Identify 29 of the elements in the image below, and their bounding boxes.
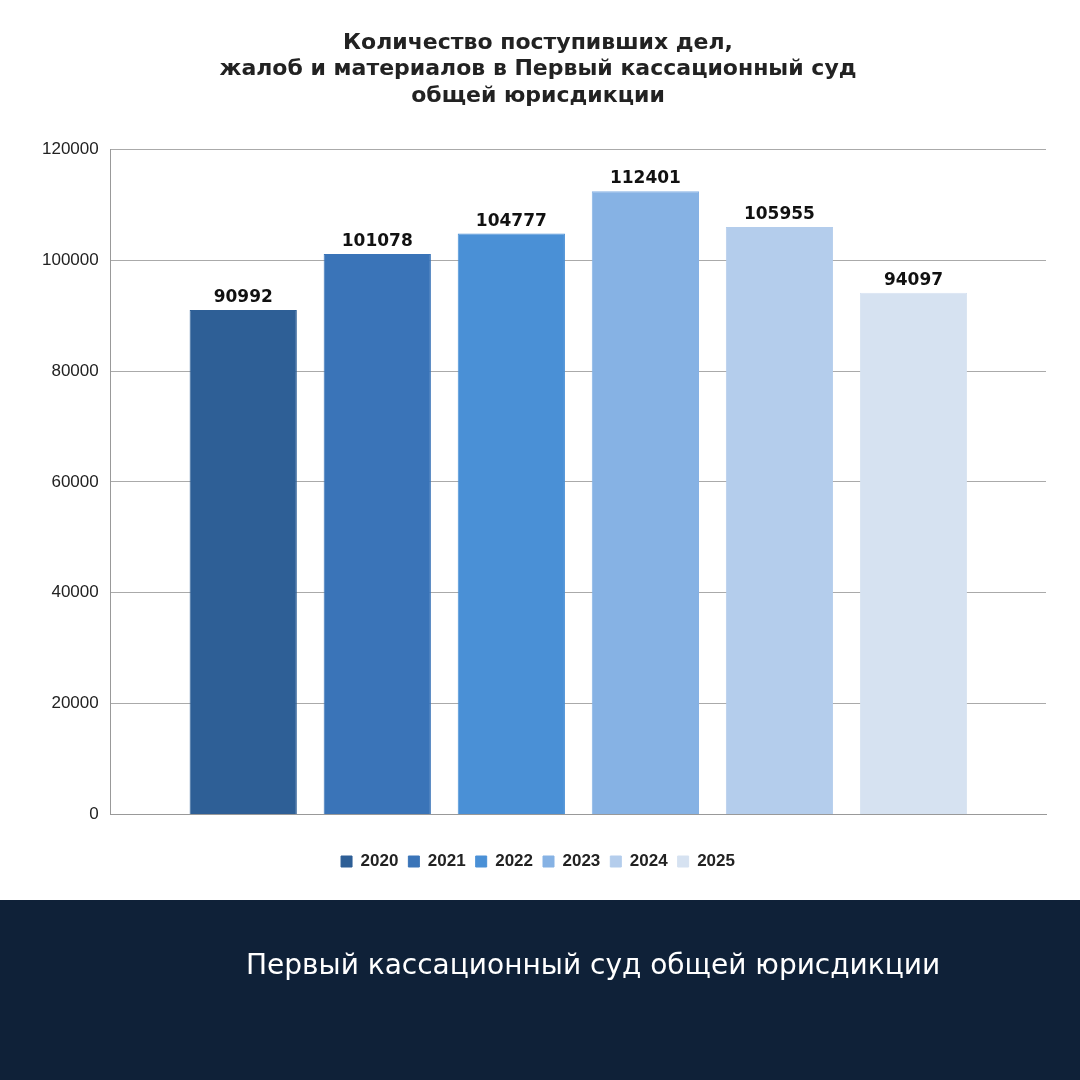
legend-label: 2023 (562, 851, 601, 871)
data-label: 105955 (743, 203, 815, 223)
y-tick-label: 20000 (51, 693, 99, 713)
y-tick-label: 100000 (41, 249, 99, 269)
text: общей юрисдикции (411, 81, 665, 107)
bar (591, 191, 700, 815)
legend-label: 2020 (360, 851, 399, 871)
text: жалоб и материалов в Первый кассационный суд (219, 55, 857, 81)
text: Первый кассационный суд общей юрисдикции (246, 948, 941, 981)
bar (725, 227, 834, 815)
y-tick-label: 120000 (41, 138, 99, 158)
data-label: 101078 (341, 230, 413, 251)
legend-label: 2022 (495, 851, 534, 871)
bar (457, 233, 565, 815)
data-label: 112401 (609, 167, 681, 188)
y-tick-label: 0 (89, 804, 99, 824)
y-tick-label: 60000 (51, 471, 99, 491)
bar (859, 292, 968, 815)
legend-label: 2024 (629, 851, 669, 871)
bar (323, 254, 431, 815)
bar (189, 310, 297, 815)
data-label: 104777 (475, 209, 547, 230)
text: Количество поступивших дел, (343, 28, 733, 54)
data-label: 90992 (213, 285, 273, 306)
legend-label: 2021 (427, 851, 466, 871)
y-tick-label: 40000 (51, 582, 99, 602)
legend-label: 2025 (697, 851, 735, 871)
y-tick-label: 80000 (51, 360, 99, 380)
data-label: 94097 (883, 268, 944, 289)
